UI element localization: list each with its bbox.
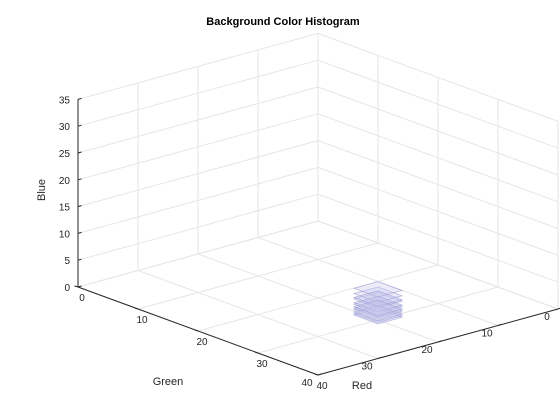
z-tick-label: 5 (64, 256, 70, 267)
z-tick-mark (78, 206, 82, 207)
x-axis-label: Red (352, 380, 372, 392)
grid-line (138, 271, 378, 359)
tick-labels: 0 10 20 30 40 0 10 20 30 40 0 5 10 15 20 25 30 35 (59, 95, 550, 392)
z-tick-mark (78, 179, 82, 180)
y-tick-mark (498, 324, 502, 325)
y-tick-label: 0 (544, 312, 550, 323)
x-tick-label: 30 (256, 359, 268, 370)
x-tick-label: 10 (136, 315, 148, 326)
x-tick-mark (315, 374, 319, 375)
y-axis-label: Green (153, 376, 184, 388)
z-tick-label: 20 (59, 176, 71, 187)
x-tick-mark (75, 286, 79, 287)
y-tick-mark (438, 341, 442, 342)
z-tick-label: 0 (64, 283, 70, 294)
chart-title: Background Color Histogram (206, 16, 360, 28)
z-tick-mark (78, 125, 82, 126)
x-tick-label: 40 (316, 381, 328, 392)
z-tick-label: 25 (59, 149, 71, 160)
voxel-cluster (354, 282, 402, 324)
x-tick-mark (255, 352, 259, 353)
z-axis-label: Blue (36, 179, 48, 201)
y-tick-label: 20 (421, 345, 433, 356)
z-tick-mark (78, 232, 82, 233)
z-tick-mark (78, 152, 82, 153)
z-tick-mark (78, 259, 82, 260)
grid-line (198, 254, 438, 342)
y-tick-mark (378, 357, 382, 358)
z-tick-mark (78, 286, 82, 287)
z-tick-mark (78, 98, 82, 99)
z-tick-label: 35 (59, 95, 71, 106)
x-tick-mark (135, 308, 139, 309)
grid-lines (78, 33, 558, 375)
y-tick-label: 10 (481, 329, 493, 340)
z-tick-label: 10 (59, 229, 71, 240)
x-tick-label: 0 (79, 293, 85, 304)
y-tick-label: 30 (361, 362, 373, 373)
z-tick-label: 30 (59, 122, 71, 133)
y-tick-label: 40 (301, 378, 313, 389)
x-tick-mark (195, 330, 199, 331)
x-tick-label: 20 (196, 337, 208, 348)
z-tick-label: 15 (59, 203, 71, 214)
y-tick-mark (318, 374, 322, 375)
